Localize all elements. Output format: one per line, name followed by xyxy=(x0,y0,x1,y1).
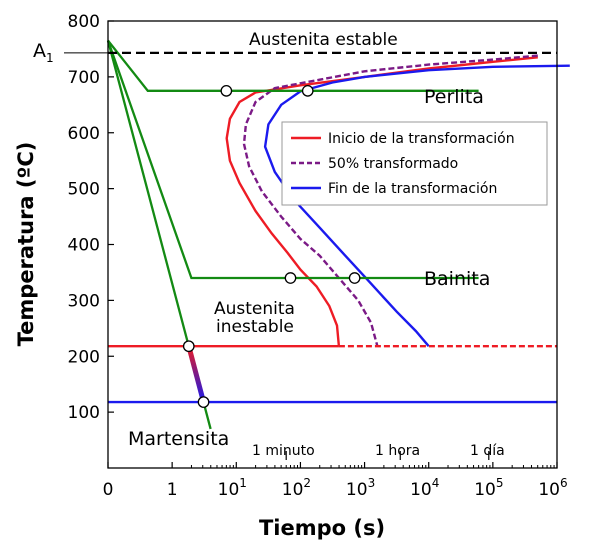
transformation-point xyxy=(197,396,210,408)
label-martensite: Martensita xyxy=(128,428,229,450)
cooling-path-bainite xyxy=(106,40,479,280)
y-axis-title: Temperatura (ºC) xyxy=(14,142,38,347)
label-pearlite: Perlita xyxy=(424,86,484,108)
x-tick-label: 102 xyxy=(282,476,311,500)
transformation-point xyxy=(220,84,233,97)
a1-label: A1 xyxy=(33,40,54,65)
axes: 100 200 300 400 500 600 700 800 0 1 101 102 103 104 10… xyxy=(64,12,568,500)
y-tick-label: 300 xyxy=(68,291,100,311)
label-bainite: Bainita xyxy=(424,268,490,290)
transformation-point xyxy=(348,272,361,284)
martensite-transformation-segment xyxy=(186,345,206,403)
finish-transformation-curve xyxy=(263,64,570,347)
x-tick-label: 103 xyxy=(346,476,375,500)
x-tick-label: 105 xyxy=(474,476,503,500)
transformation-curves xyxy=(108,54,570,404)
x-tick-label: 106 xyxy=(538,476,567,500)
legend-label-start: Inicio de la transformación xyxy=(328,131,515,147)
label-unstable-austenite-2: inestable xyxy=(216,317,294,337)
legend-label-finish: Fin de la transformación xyxy=(328,181,497,197)
time-marker-day: 1 día xyxy=(470,443,505,459)
legend-box xyxy=(281,121,548,206)
transformation-point xyxy=(301,84,314,97)
label-stable-austenite: Austenita estable xyxy=(249,30,398,50)
y-tick-label: 200 xyxy=(68,347,100,367)
x-axis-title: Tiempo (s) xyxy=(259,516,385,540)
y-tick-label: 800 xyxy=(68,12,100,32)
y-tick-label: 400 xyxy=(68,236,100,256)
y-tick-label: 600 xyxy=(68,124,100,144)
y-tick-label: 700 xyxy=(68,68,100,88)
x-tick-label: 0 xyxy=(103,480,114,500)
time-marker-minute: 1 minuto xyxy=(252,443,315,459)
transformation-markers xyxy=(182,84,361,408)
x-tick-label: 101 xyxy=(218,476,247,500)
half-transformed-curve xyxy=(242,54,538,347)
x-tick-label: 104 xyxy=(410,476,439,500)
time-marker-hour: 1 hora xyxy=(375,443,420,459)
cooling-path-pearlite xyxy=(107,39,479,92)
transformation-point xyxy=(284,272,297,284)
legend-label-half: 50% transformado xyxy=(328,156,458,172)
label-unstable-austenite-1: Austenita xyxy=(214,299,295,319)
y-tick-label: 100 xyxy=(68,403,100,423)
y-tick-label: 500 xyxy=(68,180,100,200)
legend: Inicio de la transformación 50% transfor… xyxy=(281,121,548,206)
transformation-point xyxy=(182,340,195,353)
cooling-paths xyxy=(106,39,479,430)
x-tick-label: 1 xyxy=(167,480,178,500)
